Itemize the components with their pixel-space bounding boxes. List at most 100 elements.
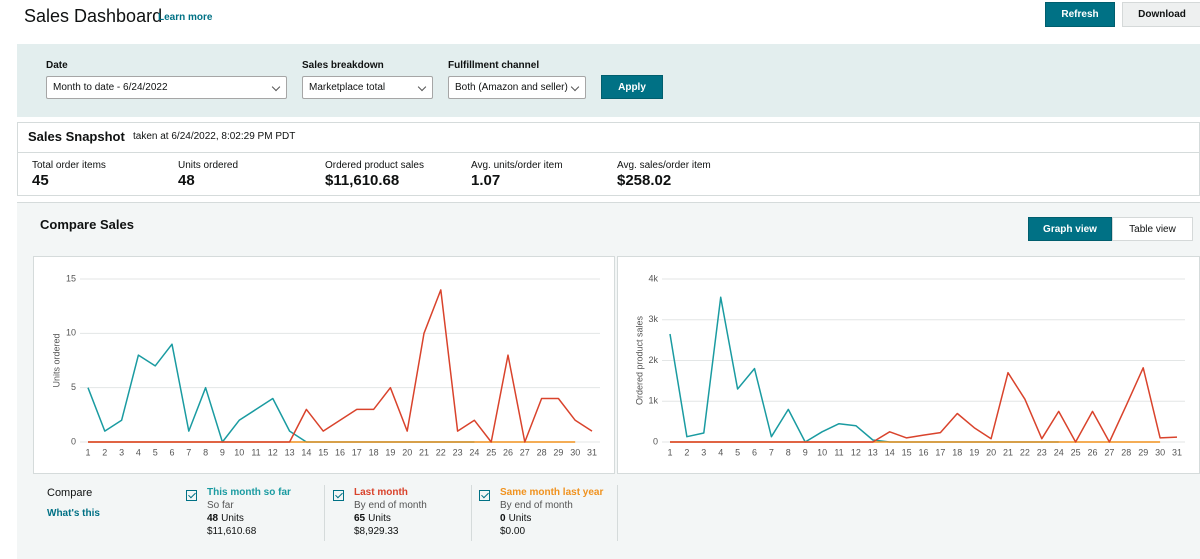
x-tick-label: 3 [701, 447, 706, 457]
x-tick-label: 20 [402, 447, 412, 457]
x-tick-label: 28 [537, 447, 547, 457]
x-tick-label: 8 [203, 447, 208, 457]
x-tick-label: 19 [969, 447, 979, 457]
x-tick-label: 23 [1037, 447, 1047, 457]
x-tick-label: 19 [385, 447, 395, 457]
x-tick-label: 3 [119, 447, 124, 457]
x-tick-label: 6 [169, 447, 174, 457]
compare-sales: $8,929.33 [354, 526, 399, 537]
x-tick-label: 26 [1087, 447, 1097, 457]
y-tick-label: 0 [71, 436, 76, 446]
x-tick-label: 31 [1172, 447, 1182, 457]
x-tick-label: 9 [803, 447, 808, 457]
compare-name: Last month [354, 487, 408, 498]
metric-label: Avg. units/order item [471, 160, 563, 171]
whats-this-link[interactable]: What's this [47, 508, 100, 519]
x-tick-label: 29 [553, 447, 563, 457]
x-tick-label: 5 [735, 447, 740, 457]
download-button[interactable]: Download [1122, 2, 1200, 27]
snapshot-time: taken at 6/24/2022, 8:02:29 PM PDT [133, 131, 296, 142]
y-tick-label: 1k [648, 396, 658, 406]
x-tick-label: 12 [851, 447, 861, 457]
compare-units: 65 Units [354, 513, 391, 524]
series-line [87, 343, 475, 443]
x-tick-label: 14 [301, 447, 311, 457]
x-tick-label: 30 [1155, 447, 1165, 457]
x-tick-label: 4 [136, 447, 141, 457]
units-label: Units [368, 513, 391, 524]
filter-label: Sales breakdown [302, 60, 384, 71]
x-tick-label: 6 [752, 447, 757, 457]
apply-button[interactable]: Apply [601, 75, 663, 99]
x-tick-label: 28 [1121, 447, 1131, 457]
x-tick-label: 15 [318, 447, 328, 457]
refresh-button[interactable]: Refresh [1045, 2, 1115, 27]
x-tick-label: 11 [251, 447, 260, 457]
y-tick-label: 0 [653, 436, 658, 446]
x-tick-label: 5 [153, 447, 158, 457]
units-label: Units [221, 513, 244, 524]
checkbox[interactable] [333, 490, 344, 501]
x-tick-label: 2 [102, 447, 107, 457]
page-title: Sales Dashboard [24, 6, 163, 26]
x-tick-label: 2 [684, 447, 689, 457]
compare-period: So far [207, 500, 234, 511]
x-tick-label: 18 [369, 447, 379, 457]
graph-view-tab[interactable]: Graph view [1028, 217, 1112, 241]
x-tick-label: 24 [469, 447, 479, 457]
x-tick-label: 27 [520, 447, 530, 457]
metric-value: $258.02 [617, 172, 672, 189]
x-tick-label: 22 [436, 447, 446, 457]
channel-select[interactable]: Both (Amazon and seller) [448, 76, 586, 99]
y-tick-label: 3k [648, 314, 658, 324]
x-tick-label: 16 [918, 447, 928, 457]
x-tick-label: 27 [1104, 447, 1114, 457]
x-tick-label: 13 [285, 447, 295, 457]
x-tick-label: 29 [1138, 447, 1148, 457]
filter-label: Date [46, 60, 68, 71]
table-view-tab[interactable]: Table view [1112, 217, 1193, 241]
x-tick-label: 17 [352, 447, 362, 457]
y-tick-label: 2k [648, 355, 658, 365]
metric-value: 48 [178, 172, 195, 189]
x-tick-label: 24 [1054, 447, 1064, 457]
snapshot-title: Sales Snapshot [28, 129, 125, 144]
series-line [669, 296, 1059, 443]
metric-value: 1.07 [471, 172, 501, 189]
compare-sales-title: Compare Sales [40, 217, 134, 232]
x-tick-label: 4 [718, 447, 723, 457]
y-tick-label: 15 [66, 273, 76, 283]
x-tick-label: 9 [220, 447, 225, 457]
compare-sales: $11,610.68 [207, 526, 257, 537]
units-value: 48 [207, 513, 219, 524]
compare-period: By end of month [354, 500, 427, 511]
filter-label: Fulfillment channel [448, 60, 540, 71]
x-tick-label: 7 [769, 447, 774, 457]
x-tick-label: 23 [453, 447, 463, 457]
x-tick-label: 21 [1003, 447, 1013, 457]
compare-units: 0 Units [500, 513, 531, 524]
x-tick-label: 13 [868, 447, 878, 457]
metric-label: Units ordered [178, 160, 239, 171]
learn-more-link[interactable]: Learn more [158, 12, 213, 23]
x-tick-label: 10 [817, 447, 827, 457]
compare-units: 48 Units [207, 513, 244, 524]
date-select[interactable]: Month to date - 6/24/2022 [46, 76, 287, 99]
y-tick-label: 5 [71, 382, 76, 392]
compare-name: This month so far [207, 487, 291, 498]
x-tick-label: 8 [786, 447, 791, 457]
checkbox[interactable] [186, 490, 197, 501]
separator [617, 485, 618, 541]
x-tick-label: 31 [587, 447, 597, 457]
units-value: 65 [354, 513, 366, 524]
y-axis-label: Units ordered [51, 333, 61, 387]
compare-title: Compare [47, 487, 93, 499]
x-tick-label: 16 [335, 447, 345, 457]
metric-label: Ordered product sales [325, 160, 424, 171]
compare-period: By end of month [500, 500, 573, 511]
compare-name: Same month last year [500, 487, 604, 498]
x-tick-label: 20 [986, 447, 996, 457]
checkbox[interactable] [479, 490, 490, 501]
breakdown-select[interactable]: Marketplace total [302, 76, 433, 99]
metric-value: 45 [32, 172, 49, 189]
